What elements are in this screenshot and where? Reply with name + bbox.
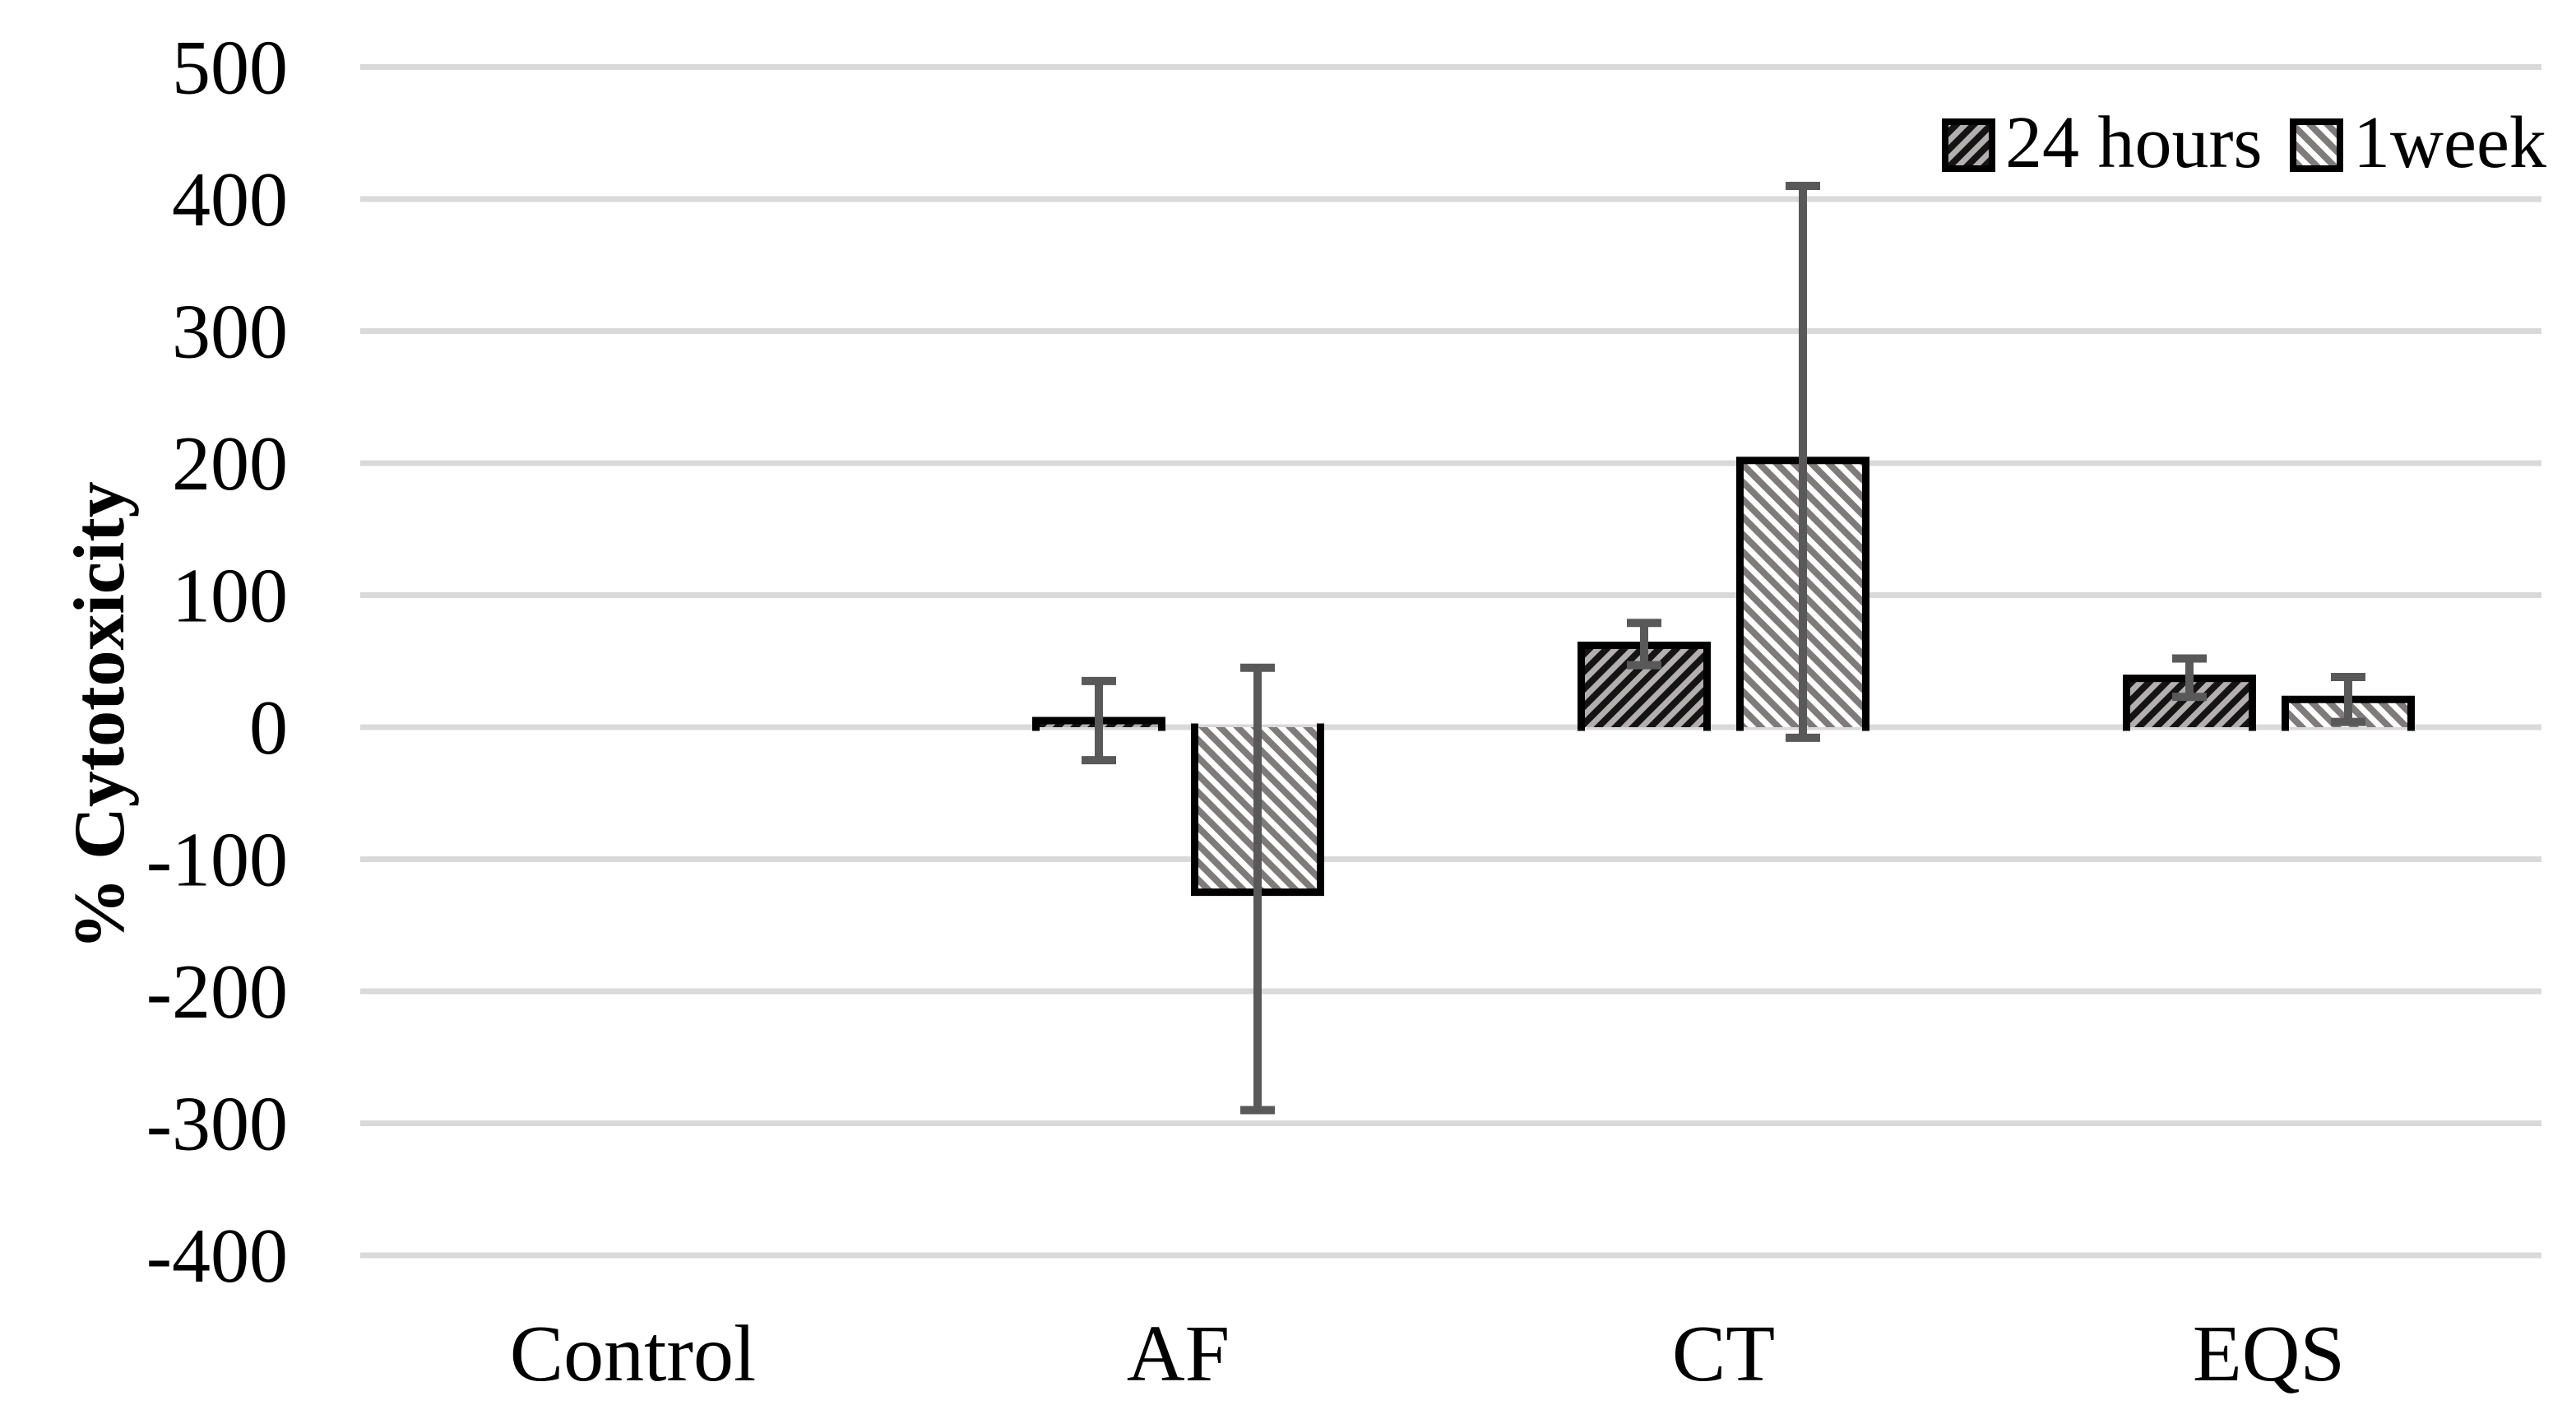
y-tick-label-200: 200 xyxy=(172,421,288,507)
bars-layer xyxy=(1032,457,2415,897)
y-tick-label--400: -400 xyxy=(146,1213,288,1299)
x-label-ct: CT xyxy=(1672,1310,1775,1398)
legend-swatch-24-hours-icon xyxy=(1942,118,1995,172)
error-bars-layer xyxy=(1082,181,2365,1115)
error-bar-24h-eqs xyxy=(2172,654,2207,702)
legend: 24 hours 1week xyxy=(1942,102,2546,183)
legend-label-24-hours: 24 hours xyxy=(2005,102,2263,183)
error-bar-1week-af xyxy=(1240,663,1275,1115)
y-axis-tick-labels: 500 400 300 200 100 0 -100 -200 -300 -400 xyxy=(146,26,288,1300)
y-tick-label-500: 500 xyxy=(172,26,288,111)
y-tick-label-0: 0 xyxy=(249,685,288,771)
legend-label-1week: 1week xyxy=(2353,102,2546,183)
x-label-eqs: EQS xyxy=(2193,1310,2345,1398)
x-axis-category-labels: Control AF CT EQS xyxy=(510,1310,2345,1398)
error-bar-24h-ct xyxy=(1627,619,1661,670)
y-tick-label--300: -300 xyxy=(146,1082,288,1167)
x-label-af: AF xyxy=(1127,1310,1230,1398)
error-bar-1week-ct xyxy=(1786,181,1820,742)
y-tick-label--100: -100 xyxy=(146,818,288,903)
y-tick-label--200: -200 xyxy=(146,949,288,1035)
gridlines xyxy=(360,64,2541,1259)
x-label-control: Control xyxy=(510,1310,756,1398)
error-bar-1week-eqs xyxy=(2331,673,2365,726)
y-axis-title: % Cytotoxicity xyxy=(60,481,140,949)
y-tick-label-100: 100 xyxy=(172,554,288,639)
y-tick-label-300: 300 xyxy=(172,290,288,375)
legend-swatch-1week-icon xyxy=(2290,118,2343,172)
y-tick-label-400: 400 xyxy=(172,157,288,243)
error-bar-24h-af xyxy=(1082,676,1116,765)
